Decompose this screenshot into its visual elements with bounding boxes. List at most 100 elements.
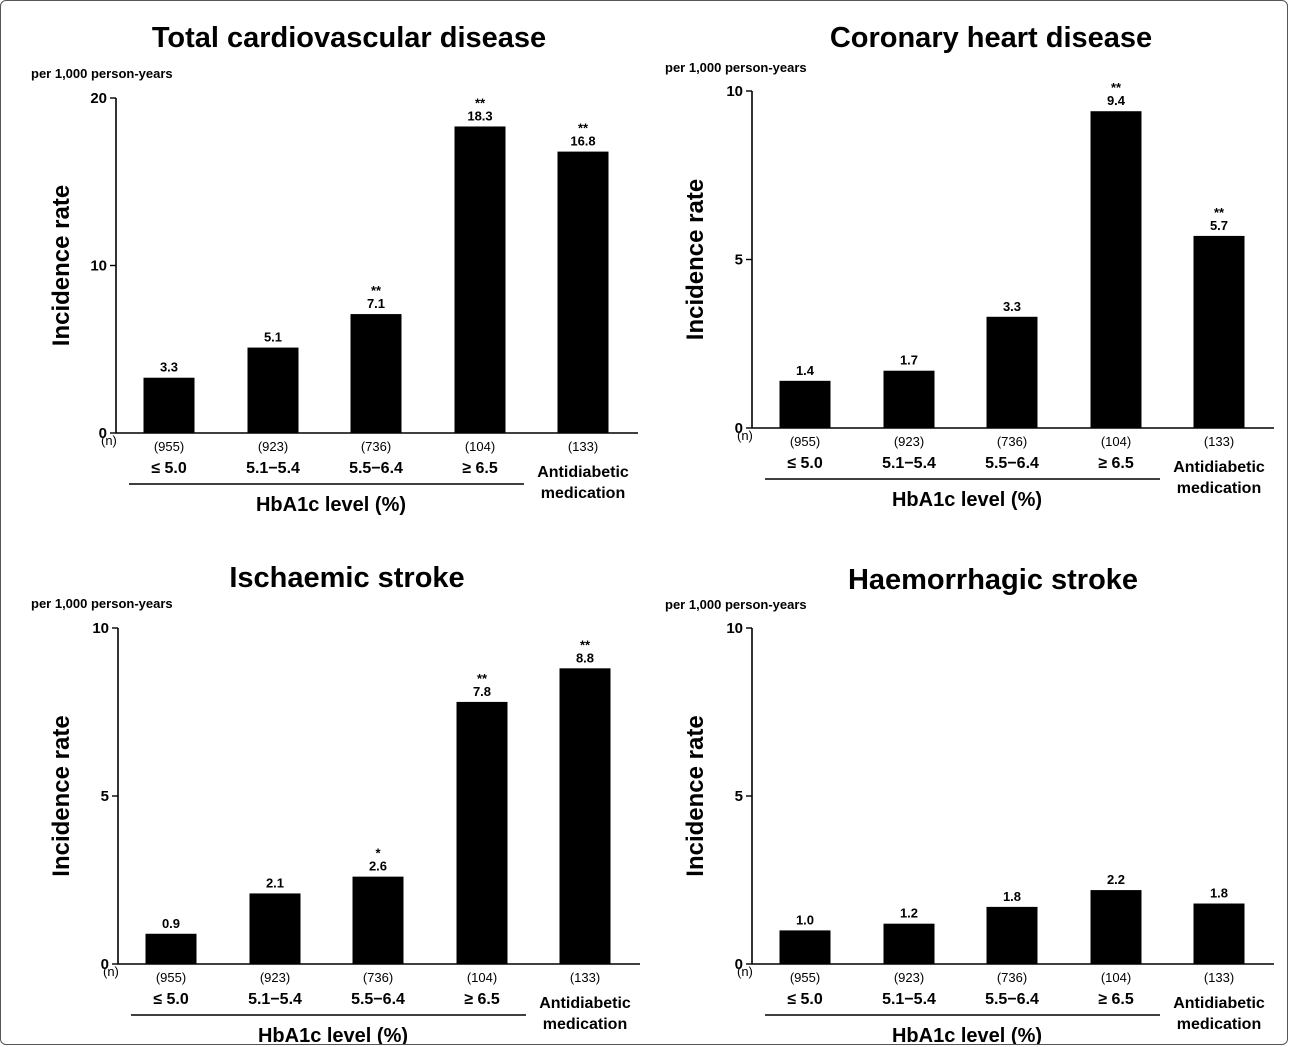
data-label: 16.8 [570,134,595,149]
data-label: 5.1 [264,330,282,345]
sample-size-label: (736) [997,434,1027,449]
y-tick-label: 5 [735,788,743,805]
category-label: ≤ 5.0 [151,460,187,477]
sample-size-label: (955) [790,434,820,449]
sample-size-label: (955) [154,439,184,454]
sample-size-prefix: (n) [101,433,117,448]
category-label-medication: Antidiabetic [539,995,631,1012]
category-label-medication: medication [541,485,625,502]
significance-marker: ** [371,283,382,298]
y-tick-label: 10 [726,620,743,637]
category-label-medication: medication [1177,1016,1261,1033]
y-tick-label: 10 [726,83,743,100]
y-axis-label: Incidence rate [682,179,709,340]
sample-size-label: (955) [790,970,820,985]
sample-size-label: (923) [260,970,290,985]
significance-marker: ** [477,671,488,686]
data-label: 0.9 [162,916,180,931]
category-label: 5.1−5.4 [882,455,936,472]
bar [143,377,195,433]
bar [145,933,197,964]
chart-title: Haemorrhagic stroke [848,564,1138,596]
category-label: ≤ 5.0 [153,991,189,1008]
data-label: 2.1 [266,875,284,890]
significance-marker: ** [580,637,591,652]
data-label: 9.4 [1107,93,1126,108]
data-label: 1.7 [900,353,918,368]
category-label: 5.1−5.4 [246,460,300,477]
y-axis-label: Incidence rate [48,715,75,876]
category-label-medication: Antidiabetic [1173,995,1265,1012]
bar [883,923,935,964]
category-label: 5.5−6.4 [349,460,403,477]
unit-label: per 1,000 person-years [665,60,807,75]
data-label: 2.6 [369,859,387,874]
bar [247,347,299,433]
sample-size-label: (104) [1101,434,1131,449]
category-label-medication: medication [1177,480,1261,497]
bar [1193,903,1245,964]
category-label: 5.1−5.4 [248,991,302,1008]
group-label: HbA1c level (%) [892,1025,1042,1044]
sample-size-label: (133) [1204,970,1234,985]
category-label: ≤ 5.0 [787,455,823,472]
bar [456,701,508,964]
sample-size-label: (133) [568,439,598,454]
category-label: 5.5−6.4 [351,991,405,1008]
category-label: ≥ 6.5 [464,991,500,1008]
data-label: 7.8 [473,684,491,699]
bar [454,126,506,433]
bar [883,370,935,428]
sample-size-label: (955) [156,970,186,985]
unit-label: per 1,000 person-years [31,596,173,611]
unit-label: per 1,000 person-years [31,66,173,81]
data-label: 18.3 [467,108,492,123]
category-label: ≥ 6.5 [462,460,498,477]
sample-size-label: (133) [1204,434,1234,449]
sample-size-label: (923) [894,970,924,985]
y-tick-label: 0 [101,956,109,973]
group-label: HbA1c level (%) [892,489,1042,511]
data-label: 1.8 [1003,889,1021,904]
bar [557,151,609,433]
category-label: 5.5−6.4 [985,455,1039,472]
data-label: 1.8 [1210,886,1228,901]
significance-marker: ** [475,95,486,110]
data-label: 2.2 [1107,872,1125,887]
data-label: 5.7 [1210,218,1228,233]
sample-size-label: (104) [465,439,495,454]
y-tick-label: 0 [735,956,743,973]
chart-panel-4: Haemorrhagic stroke per 1,000 person-year… [665,564,1274,1044]
bar [986,316,1038,428]
y-tick-label: 0 [99,425,107,442]
significance-marker: * [375,846,381,861]
category-label-medication: Antidiabetic [537,464,629,481]
group-label: HbA1c level (%) [256,494,406,516]
sample-size-label: (736) [363,970,393,985]
y-tick-label: 10 [90,258,107,275]
data-label: 1.0 [796,912,814,927]
bar [1193,235,1245,428]
chart-title: Coronary heart disease [830,22,1152,54]
bar [986,906,1038,964]
y-tick-label: 5 [101,788,109,805]
category-label: ≥ 6.5 [1098,455,1134,472]
significance-marker: ** [1214,205,1225,220]
significance-marker: ** [1111,80,1122,95]
category-label-medication: medication [543,1016,627,1033]
data-label: 3.3 [1003,299,1021,314]
bar [249,893,301,964]
y-axis-label: Incidence rate [48,185,75,346]
group-label: HbA1c level (%) [258,1025,408,1044]
sample-size-label: (923) [894,434,924,449]
data-label: 1.4 [796,363,815,378]
bar [1090,890,1142,964]
chart-title: Ischaemic stroke [229,562,464,594]
bar [1090,111,1142,428]
y-tick-label: 20 [90,90,107,107]
data-label: 1.2 [900,906,918,921]
chart-panel-2: Coronary heart disease per 1,000 person-y… [665,22,1274,511]
sample-size-label: (736) [361,439,391,454]
data-label: 7.1 [367,296,385,311]
